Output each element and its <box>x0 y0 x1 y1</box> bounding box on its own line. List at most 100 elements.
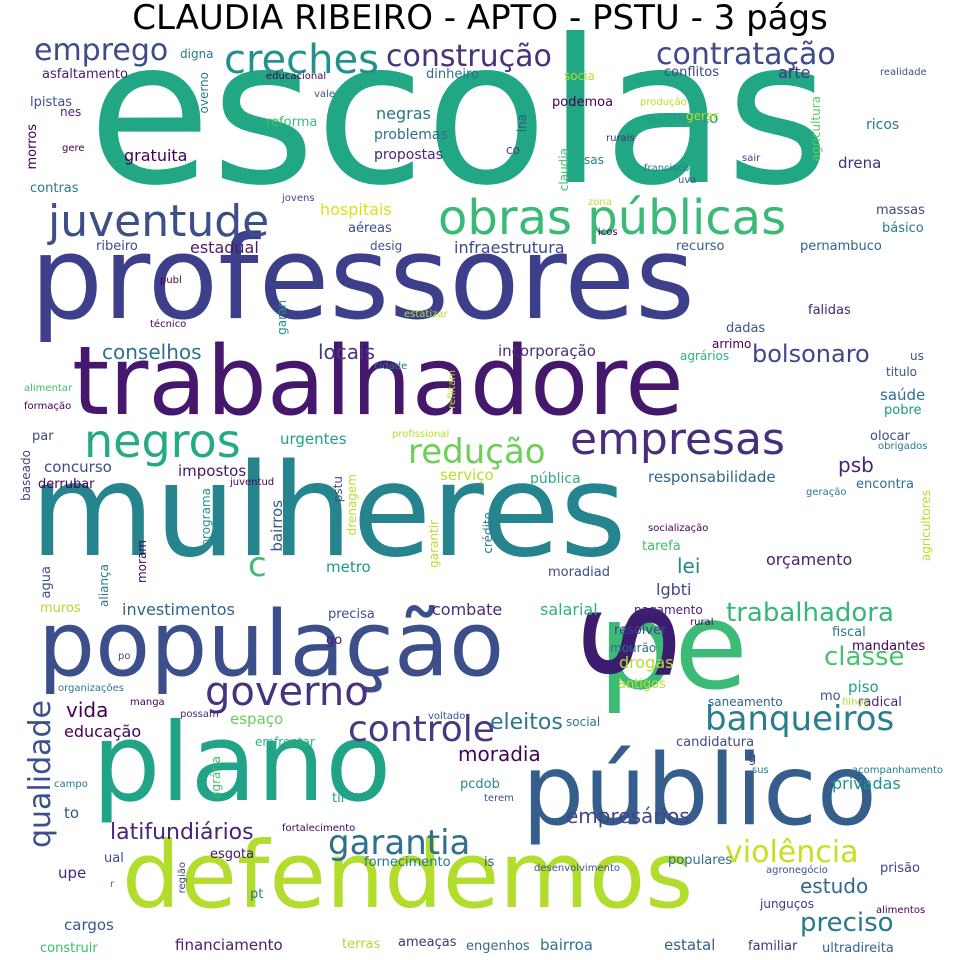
cloud-word: bairroa <box>540 936 593 954</box>
cloud-word: terras <box>342 937 381 952</box>
cloud-word: campo <box>54 779 88 790</box>
cloud-word: fiscal <box>832 625 866 640</box>
cloud-word: região <box>177 862 188 894</box>
cloud-word: obrigados <box>878 441 928 452</box>
cloud-word: vale <box>314 89 335 100</box>
cloud-word: drogas <box>619 653 674 672</box>
cloud-word: população <box>38 592 505 697</box>
cloud-word: possam <box>180 709 219 720</box>
cloud-word: arrimo <box>712 337 752 351</box>
cloud-word: resolver <box>614 623 667 638</box>
cloud-word: alimentar <box>24 383 73 394</box>
cloud-word: contratação <box>656 37 836 72</box>
cloud-word: esgota <box>210 847 255 862</box>
cloud-word: r <box>110 879 115 890</box>
cloud-word: publ <box>160 275 182 286</box>
cloud-word: desenvolvimento <box>534 863 620 874</box>
cloud-word: construir <box>40 941 98 956</box>
cloud-word: estatizar <box>404 309 448 320</box>
cloud-word: problemas <box>374 127 448 143</box>
cloud-word: impostos <box>178 462 247 480</box>
cloud-word: investimentos <box>122 600 235 619</box>
cloud-word: contras <box>30 181 79 196</box>
cloud-word: conflitos <box>664 65 719 80</box>
cloud-word: precisa <box>328 607 375 622</box>
cloud-word: hospitais <box>320 200 392 219</box>
cloud-word: escolas <box>88 0 830 230</box>
cloud-word: propostas <box>374 147 444 163</box>
cloud-word: financiamento <box>175 936 283 954</box>
cloud-word: dinheiro <box>426 67 479 82</box>
cloud-word: terem <box>484 793 514 804</box>
cloud-word: agricultores <box>919 490 933 562</box>
cloud-word: digna <box>180 47 214 61</box>
cloud-word: drenagem <box>345 474 359 536</box>
cloud-word: estatal <box>664 936 716 954</box>
cloud-word: sair <box>742 153 761 164</box>
cloud-word: podemoa <box>552 95 614 110</box>
cloud-word: plano <box>92 701 392 826</box>
cloud-word: mourão <box>610 641 657 655</box>
cloud-word: c <box>248 545 267 585</box>
cloud-word: ultradireita <box>822 941 894 956</box>
cloud-word: pe <box>598 578 748 717</box>
cloud-word: pobre <box>884 403 922 418</box>
cloud-word: lpistas <box>30 95 73 110</box>
cloud-word: ribeiro <box>96 239 138 254</box>
cloud-word: realidade <box>880 67 927 78</box>
cloud-word: overno <box>197 72 211 114</box>
cloud-word: to <box>64 804 80 822</box>
cloud-word: reflitam <box>447 370 458 409</box>
cloud-word: concurso <box>44 458 112 476</box>
cloud-word: massas <box>876 203 925 218</box>
cloud-word: alimentos <box>876 905 926 916</box>
cloud-word: aéreas <box>348 221 392 236</box>
cloud-word: po <box>118 651 131 662</box>
cloud-word: classe <box>824 642 905 672</box>
cloud-word: controle <box>348 709 495 750</box>
cloud-word: pública <box>530 471 581 487</box>
cloud-word: orçamento <box>766 550 853 569</box>
cloud-word: emprego <box>34 33 169 68</box>
cloud-word: conselhos <box>102 340 202 364</box>
cloud-word: asfaltamento <box>42 67 128 82</box>
cloud-word: geração <box>806 487 847 498</box>
cloud-word: banqueiros <box>705 699 895 739</box>
cloud-word: moradia <box>458 742 541 766</box>
cloud-word: formação <box>24 401 72 412</box>
cloud-word: governo <box>205 669 369 715</box>
cloud-word: construção <box>386 39 552 74</box>
cloud-word: público <box>522 734 877 848</box>
cloud-word: tarefa <box>642 539 681 554</box>
cloud-word: socialização <box>648 523 709 534</box>
cloud-word: saúde <box>880 386 926 404</box>
cloud-word: fornecimento <box>364 855 451 870</box>
cloud-word: falidas <box>808 303 851 318</box>
cloud-word: upe <box>58 864 87 882</box>
cloud-word: jovens <box>282 193 315 204</box>
cloud-word: titulo <box>886 365 918 379</box>
cloud-word: sus <box>752 765 769 776</box>
cloud-word: estudo <box>800 874 869 898</box>
cloud-word: prisão <box>880 861 920 876</box>
cloud-word: combate <box>432 600 503 619</box>
cloud-word: ricos <box>866 117 900 133</box>
cloud-word: francisco <box>644 163 690 174</box>
cloud-word: privadas <box>832 774 901 793</box>
cloud-word: ameaças <box>398 935 457 950</box>
cloud-word: moradiad <box>548 565 611 580</box>
cloud-word: latifundiários <box>110 820 254 845</box>
cloud-word: garan <box>275 300 289 335</box>
cloud-word: eleitos <box>490 710 563 735</box>
cloud-word: garantir <box>427 520 441 568</box>
cloud-word: rural <box>690 617 714 628</box>
cloud-word: aliança <box>97 564 111 607</box>
cloud-word: educacional <box>266 71 327 82</box>
cloud-word: par <box>32 429 54 444</box>
cloud-word: básico <box>882 221 924 236</box>
cloud-word: pagamento <box>634 603 703 617</box>
cloud-word: redução <box>408 432 546 472</box>
cloud-word: voltado <box>428 711 466 722</box>
cloud-word: urgentes <box>280 430 347 448</box>
cloud-word: is <box>484 855 495 870</box>
